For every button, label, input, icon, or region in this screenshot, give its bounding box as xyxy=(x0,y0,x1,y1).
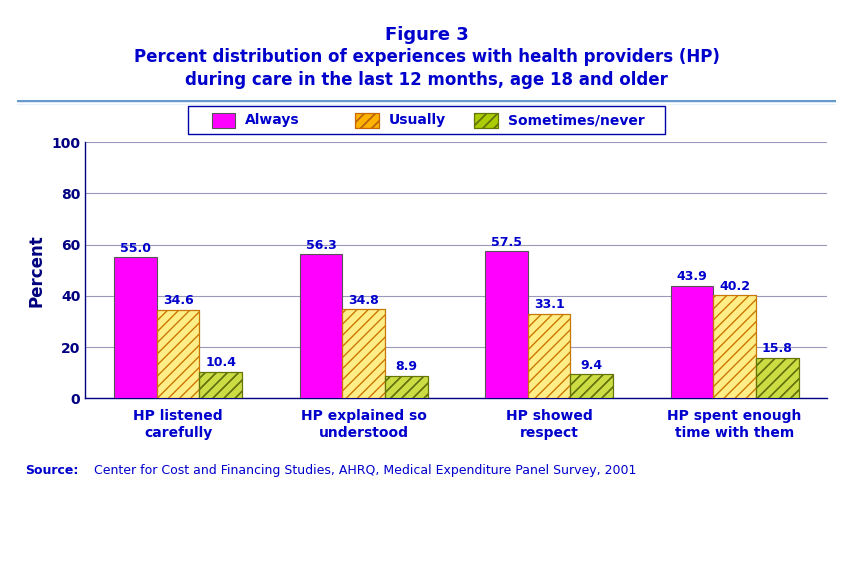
Bar xyxy=(199,372,242,398)
Bar xyxy=(712,295,755,398)
Text: 33.1: 33.1 xyxy=(533,298,564,311)
Text: 40.2: 40.2 xyxy=(718,280,749,293)
Bar xyxy=(570,374,613,398)
Bar xyxy=(342,309,384,398)
Text: 57.5: 57.5 xyxy=(491,236,521,249)
Bar xyxy=(342,309,384,398)
Text: Center for Cost and Financing Studies, AHRQ, Medical Expenditure Panel Survey, 2: Center for Cost and Financing Studies, A… xyxy=(89,464,636,477)
Bar xyxy=(670,286,712,398)
Bar xyxy=(157,310,199,398)
Bar xyxy=(199,372,242,398)
Text: 8.9: 8.9 xyxy=(394,360,417,373)
Bar xyxy=(384,376,427,398)
Text: during care in the last 12 months, age 18 and older: during care in the last 12 months, age 1… xyxy=(185,71,667,89)
FancyBboxPatch shape xyxy=(474,113,498,127)
Text: Source:: Source: xyxy=(26,464,79,477)
Text: Sometimes/never: Sometimes/never xyxy=(507,113,644,127)
FancyBboxPatch shape xyxy=(211,113,235,127)
Text: Percent distribution of experiences with health providers (HP): Percent distribution of experiences with… xyxy=(134,48,718,67)
Bar xyxy=(114,257,157,398)
FancyBboxPatch shape xyxy=(354,113,378,127)
Text: 15.8: 15.8 xyxy=(761,343,792,355)
Text: Figure 3: Figure 3 xyxy=(384,26,468,44)
Text: 10.4: 10.4 xyxy=(205,356,236,369)
Text: 56.3: 56.3 xyxy=(305,238,336,251)
Bar xyxy=(157,310,199,398)
Text: 34.8: 34.8 xyxy=(348,294,378,307)
Text: 34.6: 34.6 xyxy=(163,294,193,307)
Bar xyxy=(755,358,797,398)
Bar xyxy=(755,358,797,398)
Text: 43.9: 43.9 xyxy=(676,270,706,283)
Bar xyxy=(485,251,527,398)
Text: Always: Always xyxy=(245,113,299,127)
Text: 9.4: 9.4 xyxy=(580,358,602,372)
Text: Usually: Usually xyxy=(388,113,445,127)
Bar xyxy=(527,314,570,398)
Bar xyxy=(570,374,613,398)
Text: 55.0: 55.0 xyxy=(120,242,151,255)
FancyBboxPatch shape xyxy=(187,106,665,134)
Bar xyxy=(712,295,755,398)
Bar xyxy=(384,376,427,398)
Bar xyxy=(299,254,342,398)
Bar xyxy=(527,314,570,398)
Y-axis label: Percent: Percent xyxy=(28,234,46,307)
